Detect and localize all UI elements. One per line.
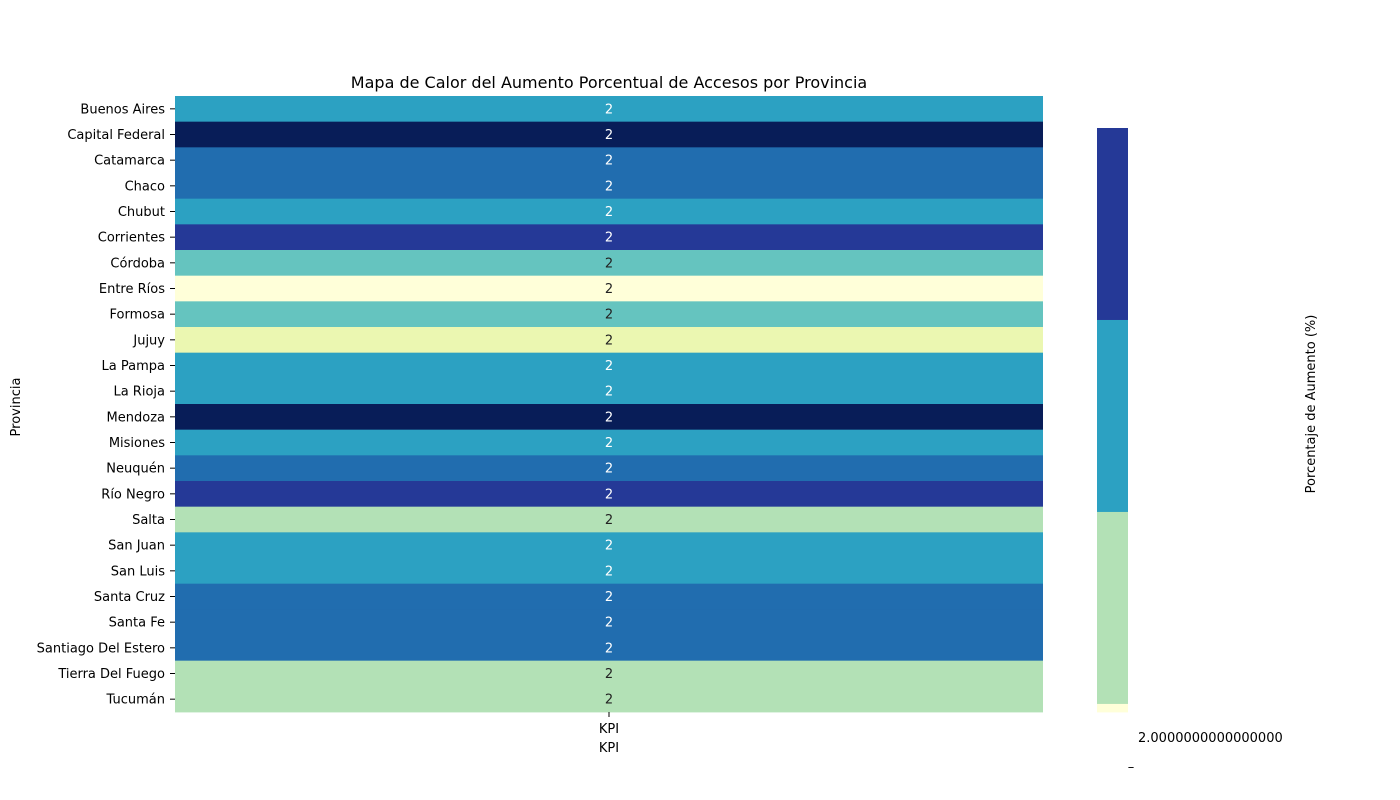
cell-value-label: 2 (605, 385, 613, 400)
cell-value-label: 2 (605, 333, 613, 348)
y-tick-label: Mendoza (107, 410, 165, 425)
cell-value-label: 2 (605, 179, 613, 194)
y-tick-label: Neuquén (106, 462, 165, 477)
cell-value-label: 2 (605, 487, 613, 502)
heatmap-cell (175, 455, 1043, 482)
y-tick-label: La Pampa (102, 359, 165, 374)
y-tick-label: Santa Fe (109, 616, 165, 631)
y-tick-label: La Rioja (113, 385, 165, 400)
y-tick-label: Río Negro (101, 487, 165, 502)
colorbar (1097, 128, 1128, 713)
y-tick-label: Chubut (118, 205, 165, 220)
colorbar-band (1097, 128, 1128, 321)
chart-title: Mapa de Calor del Aumento Porcentual de … (351, 73, 867, 92)
heatmap-cell (175, 301, 1043, 328)
heatmap-cell (175, 635, 1043, 662)
y-tick-label: San Luis (111, 564, 165, 579)
cell-value-label: 2 (605, 564, 613, 579)
y-tick-label: Tierra Del Fuego (57, 667, 165, 682)
colorbar-label: Porcentaje de Aumento (%) (1304, 315, 1319, 494)
y-tick-label: Capital Federal (67, 128, 165, 143)
colorbar-offset-label: – (1128, 760, 1135, 775)
y-tick-label: Formosa (110, 308, 165, 323)
heatmap-cell (175, 224, 1043, 251)
colorbar-band (1097, 511, 1128, 705)
heatmap-cell (175, 121, 1043, 148)
cell-value-label: 2 (605, 256, 613, 271)
y-tick-label: Buenos Aires (80, 102, 165, 117)
colorbar-band (1097, 319, 1128, 513)
y-tick-label: San Juan (108, 539, 165, 554)
heatmap-cell (175, 429, 1043, 456)
colorbar-tick-label: 2.0000000000000000 (1138, 731, 1283, 746)
cell-value-labels: 2 2 2 2 2 2 2 2 2 2 2 2 2 2 2 2 2 2 2 2 2 2 2 2 (605, 102, 613, 707)
cell-value-label: 2 (605, 128, 613, 143)
y-tick-label: Santa Cruz (94, 590, 165, 605)
cell-value-label: 2 (605, 513, 613, 528)
cell-value-label: 2 (605, 462, 613, 477)
cell-value-label: 2 (605, 539, 613, 554)
heatmap-cell (175, 506, 1043, 533)
heatmap-cell (175, 147, 1043, 174)
y-tick-label: Catamarca (94, 154, 165, 169)
heatmap-cell (175, 583, 1043, 610)
y-tick-labels: Buenos Aires Capital Federal Catamarca Chac… (37, 102, 175, 708)
cell-value-label: 2 (605, 308, 613, 323)
heatmap-cell (175, 173, 1043, 200)
cell-value-label: 2 (605, 590, 613, 605)
heatmap-cell (175, 404, 1043, 431)
y-tick-label: Tucumán (106, 693, 165, 708)
cell-value-label: 2 (605, 616, 613, 631)
y-tick-label: Misiones (109, 436, 165, 451)
cell-value-label: 2 (605, 667, 613, 682)
colorbar-band (1097, 703, 1128, 713)
y-tick-label: Salta (132, 513, 165, 528)
y-tick-label: Santiago Del Estero (37, 641, 165, 656)
y-axis-label: Provincia (9, 378, 24, 437)
cell-value-label: 2 (605, 102, 613, 117)
heatmap-cell (175, 481, 1043, 508)
y-tick-label: Chaco (125, 179, 165, 194)
heatmap-cell (175, 327, 1043, 354)
cell-value-label: 2 (605, 231, 613, 246)
heatmap-cell (175, 558, 1043, 585)
cell-value-label: 2 (605, 641, 613, 656)
cell-value-label: 2 (605, 282, 613, 297)
y-tick-label: Entre Ríos (99, 282, 165, 297)
heatmap-cell (175, 609, 1043, 636)
heatmap-cell (175, 352, 1043, 379)
cell-value-label: 2 (605, 693, 613, 708)
x-tick-label: KPI (599, 722, 619, 737)
y-tick-label: Córdoba (110, 256, 165, 271)
heatmap-cell (175, 198, 1043, 225)
y-tick-label: Jujuy (132, 333, 165, 348)
heatmap-cell (175, 378, 1043, 405)
heatmap-cell (175, 532, 1043, 559)
heatmap-cell (175, 660, 1043, 687)
y-tick-label: Corrientes (98, 231, 165, 246)
heatmap-cell (175, 686, 1043, 713)
cell-value-label: 2 (605, 205, 613, 220)
heatmap-cell (175, 250, 1043, 277)
x-axis-label: KPI (599, 741, 619, 756)
heatmap-cell (175, 96, 1043, 123)
cell-value-label: 2 (605, 410, 613, 425)
cell-value-label: 2 (605, 436, 613, 451)
heatmap-cells (175, 96, 1043, 713)
heatmap-cell (175, 275, 1043, 302)
cell-value-label: 2 (605, 154, 613, 169)
cell-value-label: 2 (605, 359, 613, 374)
